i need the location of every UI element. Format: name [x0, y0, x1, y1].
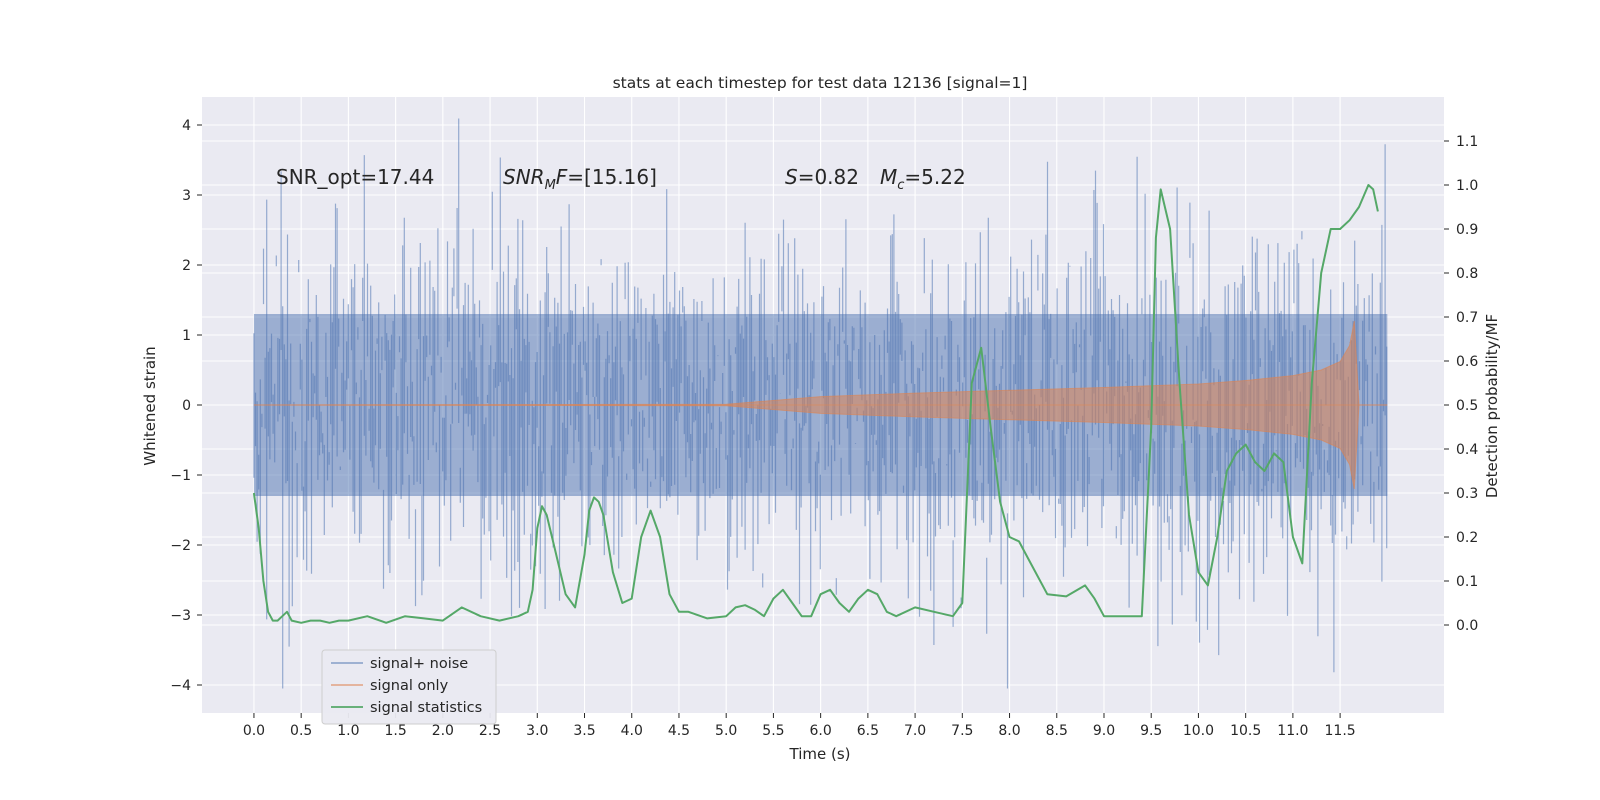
x-tick-label: 11.5 [1325, 723, 1356, 739]
y-tick-label: 0 [182, 398, 191, 414]
x-tick-label: 2.0 [432, 723, 454, 739]
x-tick-label: 9.0 [1093, 723, 1115, 739]
x-tick-label: 6.0 [810, 723, 832, 739]
y2-tick-label: 0.5 [1456, 398, 1478, 414]
x-tick-label: 7.5 [951, 723, 973, 739]
annotation-snr-opt: SNR_opt=17.44 [276, 165, 434, 189]
annotation-s-value: =0.82 [798, 165, 859, 189]
annotation-mc: Mc=5.22 [880, 165, 966, 193]
x-tick-label: 5.5 [762, 723, 784, 739]
y2-tick-label: 0.9 [1456, 222, 1478, 238]
statistics-line [252, 184, 1379, 624]
legend-label-noise: signal+ noise [370, 656, 468, 672]
noise-trace [253, 118, 1388, 689]
annotation-snr-mf: SNRMF=[15.16] [503, 165, 657, 193]
legend: signal+ noise signal only signal statist… [321, 649, 497, 725]
x-tick-label: 7.0 [904, 723, 926, 739]
annotation-snr-mf-italic: SNR [503, 165, 545, 189]
axes: 0.0 0.5 1.0 1.5 2.0 2.5 3.0 3.5 4.0 4.5 5.0 5.5 6.0 6… [170, 118, 1478, 739]
x-tick-label: 10.5 [1230, 723, 1261, 739]
x-tick-label: 3.0 [526, 723, 548, 739]
y2-tick-label: 0.2 [1456, 530, 1478, 546]
annotation-s: S=0.82 [785, 165, 859, 189]
x-axis-label: Time (s) [789, 745, 851, 763]
y2-tick-label: 0.0 [1456, 618, 1478, 634]
y2-tick-label: 1.0 [1456, 178, 1478, 194]
x-tick-label: 9.5 [1140, 723, 1162, 739]
x-tick-label: 11.0 [1277, 723, 1308, 739]
y-tick-label: 1 [182, 328, 191, 344]
y-tick-label: 4 [182, 118, 191, 134]
y-tick-label: −3 [170, 608, 191, 624]
y2-tick-label: 0.7 [1456, 310, 1478, 326]
annotation-mc-italic: M [880, 165, 897, 189]
y-axis-label: Whitened strain [141, 346, 159, 465]
legend-label-signal: signal only [370, 678, 449, 694]
chart-title: stats at each timestep for test data 121… [613, 74, 1028, 92]
y-tick-label: −4 [170, 678, 191, 694]
y2-tick-label: 0.4 [1456, 442, 1478, 458]
legend-label-statistics: signal statistics [370, 700, 482, 716]
legend-box [321, 649, 497, 725]
annotation-snr-mf-sub: M [545, 178, 556, 193]
x-tick-label: 3.5 [573, 723, 595, 739]
annotations: SNR_opt=17.44 SNRMF=[15.16] S=0.82 Mc=5.… [276, 165, 966, 193]
annotation-s-italic: S [785, 165, 798, 189]
x-tick-label: 0.0 [243, 723, 265, 739]
annotation-snr-mf-value: =[15.16] [567, 165, 657, 189]
series-signal-statistics [252, 184, 1379, 624]
x-tick-label: 1.0 [337, 723, 359, 739]
y2-tick-label: 1.1 [1456, 134, 1478, 150]
x-tick-label: 8.5 [1046, 723, 1068, 739]
series-signal-only [253, 320, 1388, 490]
y-tick-label: −2 [170, 538, 191, 554]
x-tick-label: 4.5 [668, 723, 690, 739]
y2-tick-label: 0.6 [1456, 354, 1478, 370]
x-tick-label: 2.5 [479, 723, 501, 739]
x-tick-label: 4.0 [621, 723, 643, 739]
y2-tick-label: 0.1 [1456, 574, 1478, 590]
annotation-mc-sub: c [897, 178, 904, 193]
y-tick-label: 2 [182, 258, 191, 274]
x-tick-label: 6.5 [857, 723, 879, 739]
x-tick-label: 1.5 [384, 723, 406, 739]
x-tick-label: 8.0 [998, 723, 1020, 739]
y2-tick-label: 0.3 [1456, 486, 1478, 502]
x-tick-label: 10.0 [1183, 723, 1214, 739]
annotation-snr-mf-italic2: F [556, 165, 568, 189]
x-tick-label: 5.0 [715, 723, 737, 739]
y2-axis-label: Detection probability/MF [1483, 314, 1501, 498]
y2-tick-label: 0.8 [1456, 266, 1478, 282]
y-tick-label: 3 [182, 188, 191, 204]
x-tick-label: 0.5 [290, 723, 312, 739]
annotation-mc-value: =5.22 [904, 165, 965, 189]
y-tick-label: −1 [170, 468, 191, 484]
